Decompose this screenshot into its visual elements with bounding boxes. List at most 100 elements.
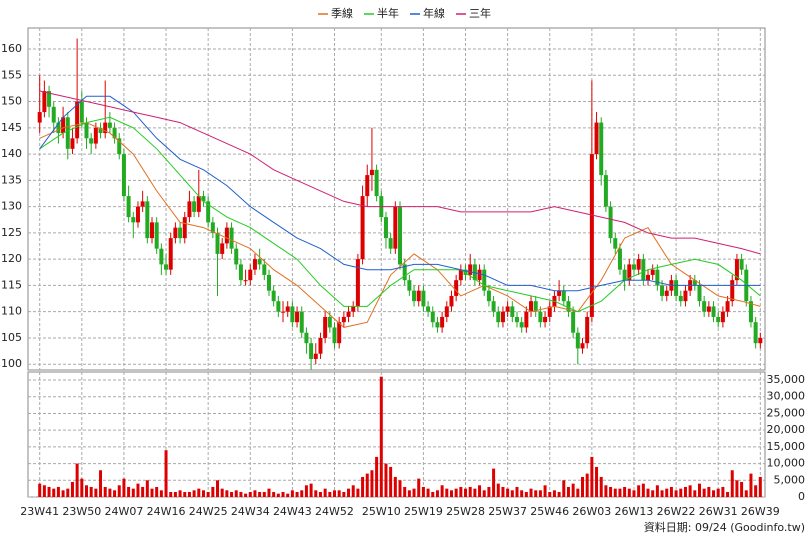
volume-bar — [623, 486, 627, 497]
candle-body — [182, 217, 187, 239]
x-tick-label: 24W43 — [273, 505, 312, 518]
candle-body — [299, 311, 304, 333]
candle-body — [374, 169, 379, 197]
candle-body — [655, 269, 660, 286]
candle-body — [477, 269, 482, 281]
volume-bar — [356, 488, 360, 497]
candle-body — [257, 259, 262, 265]
volume-bar — [258, 491, 262, 497]
volume-bar — [122, 478, 126, 497]
volume-bar — [230, 491, 234, 497]
volume-bar — [99, 470, 103, 497]
volume-bar — [665, 488, 669, 497]
volume-bar — [637, 485, 641, 497]
volume-bar — [712, 490, 716, 497]
volume-bar — [84, 485, 88, 497]
y2-tick-label: 35,000 — [767, 373, 806, 386]
candle-body — [631, 264, 636, 270]
volume-bar — [56, 486, 60, 497]
volume-bar — [38, 483, 42, 497]
candle-body — [121, 154, 126, 197]
volume-bar — [529, 488, 533, 497]
candle-body — [98, 127, 103, 134]
candle-body — [70, 138, 75, 149]
volume-bar — [164, 450, 168, 497]
candle-body — [500, 311, 505, 323]
candle-body — [491, 301, 496, 312]
candle-body — [309, 343, 314, 359]
volume-bar — [286, 493, 290, 497]
volume-bar — [660, 490, 664, 497]
volume-bar — [239, 491, 243, 497]
x-tick-label: 24W07 — [104, 505, 143, 518]
volume-bar — [744, 490, 748, 497]
volume-bar — [459, 486, 463, 497]
candle-body — [206, 201, 211, 223]
candle-body — [613, 238, 618, 249]
candle-body — [627, 264, 632, 281]
candle-body — [168, 238, 173, 270]
candle-body — [557, 290, 562, 296]
candle-body — [617, 248, 622, 270]
x-tick-label: 26W03 — [572, 505, 611, 518]
volume-bar — [435, 490, 439, 497]
volume-bar — [379, 376, 383, 497]
volume-bar — [52, 488, 56, 497]
volume-bar — [595, 466, 599, 497]
y-tick-label: 125 — [1, 226, 22, 239]
volume-bar — [141, 486, 145, 497]
volume-bar — [548, 491, 552, 497]
x-tick-label: 25W28 — [446, 505, 485, 518]
candle-body — [351, 306, 356, 312]
volume-bar — [646, 488, 650, 497]
volume-bar — [117, 485, 121, 497]
volume-bar — [407, 490, 411, 497]
volume-bar — [318, 491, 322, 497]
candle-body — [84, 122, 89, 139]
volume-bar — [758, 476, 762, 497]
volume-bar — [730, 470, 734, 497]
candle-body — [571, 311, 576, 333]
volume-bar — [492, 468, 496, 497]
volume-bar — [108, 488, 112, 497]
volume-bar — [187, 491, 191, 497]
candle-body — [566, 301, 571, 312]
volume-bar — [515, 486, 519, 497]
candle-body — [234, 248, 239, 265]
candle-body — [730, 280, 735, 302]
volume-bar — [473, 488, 477, 497]
candle-body — [65, 117, 70, 149]
candle-body — [323, 316, 328, 338]
candle-body — [716, 316, 721, 323]
ma-line — [39, 90, 761, 255]
volume-bar — [393, 476, 397, 497]
y-tick-label: 100 — [1, 357, 22, 370]
volume-bar — [281, 491, 285, 497]
candle-body — [580, 343, 585, 349]
candle-body — [538, 311, 543, 323]
volume-bar — [113, 490, 117, 497]
candle-body — [145, 201, 150, 239]
candle-body — [262, 264, 267, 275]
volume-bar — [276, 493, 280, 497]
candle-body — [369, 169, 374, 176]
y2-tick-label: 30,000 — [767, 390, 806, 403]
candle-body — [295, 311, 300, 323]
candle-body — [720, 311, 725, 323]
x-tick-label: 25W10 — [362, 505, 401, 518]
candle-body — [383, 217, 388, 239]
candle-body — [196, 196, 201, 212]
volume-bar — [342, 491, 346, 497]
candle-body — [313, 353, 318, 359]
volume-bar — [726, 491, 730, 497]
candle-body — [407, 280, 412, 291]
volume-bar — [534, 490, 538, 497]
volume-bar — [426, 488, 430, 497]
volume-bar — [66, 488, 70, 497]
y2-tick-label: 15,000 — [767, 440, 806, 453]
candle-body — [332, 327, 337, 344]
candle-body — [56, 122, 61, 134]
candle-body — [444, 306, 449, 317]
candle-body — [201, 196, 206, 202]
volume-bar — [613, 488, 617, 497]
